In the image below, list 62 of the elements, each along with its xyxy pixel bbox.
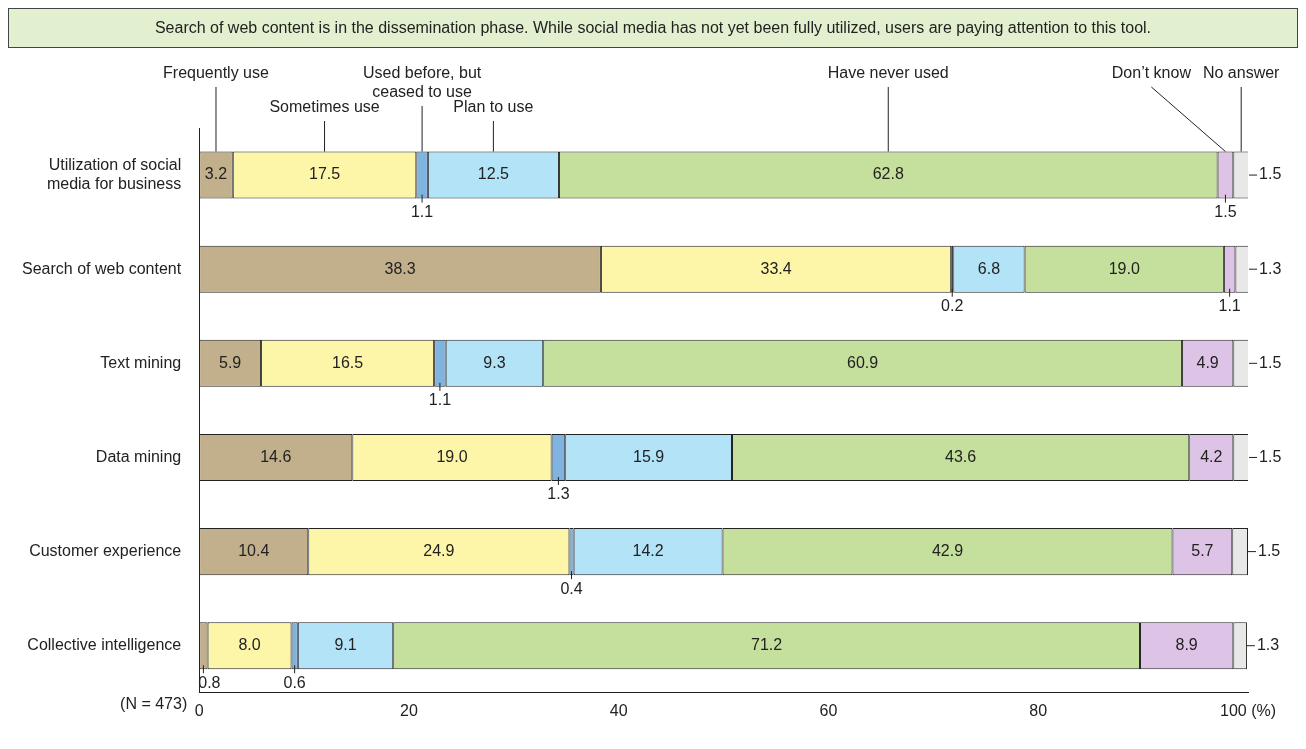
data-label: 9.3 (483, 353, 506, 371)
data-label: 15.9 (633, 447, 665, 465)
data-label: 17.5 (308, 165, 341, 183)
data-label: 0.4 (560, 579, 583, 597)
data-label: 62.8 (872, 165, 904, 183)
data-label: 71.2 (751, 636, 783, 654)
text: No answer (1202, 64, 1281, 82)
x-tick-label: 80 (1029, 701, 1048, 719)
data-label: 1.3 (1256, 636, 1280, 654)
data-label: 4.2 (1200, 447, 1223, 465)
data-label: 1.3 (547, 485, 570, 503)
y-tick-label: Text mining (100, 353, 182, 371)
data-label: 42.9 (931, 542, 964, 560)
data-label: 1.1 (428, 391, 452, 409)
text: Don’t know (1111, 64, 1192, 82)
data-label: 12.5 (477, 165, 510, 183)
data-label: 5.9 (219, 353, 242, 371)
x-tick-label: 60 (819, 701, 838, 719)
data-label: 38.3 (384, 259, 416, 277)
x-tick-label: 40 (609, 701, 628, 719)
y-tick-label: Customer experience (29, 542, 182, 560)
chart-title: Search of web content is in the dissemination phase. While social media has not yet been fully utilized, users are paying attention to this tool. (8, 8, 1298, 48)
data-label: 0.2 (941, 297, 964, 315)
data-label: 24.9 (423, 542, 455, 560)
data-label: 1.5 (1214, 203, 1237, 221)
text: (N = 473) (120, 695, 188, 713)
text: Sometimes use (269, 98, 380, 116)
data-label: 0.6 (283, 673, 306, 691)
data-label: 1.1 (410, 203, 434, 221)
y-tick-label: Data mining (95, 447, 182, 465)
text: Frequently use (163, 64, 270, 82)
data-label: 19.0 (1108, 259, 1140, 277)
data-label: 16.5 (332, 353, 364, 371)
data-label: 4.9 (1196, 353, 1219, 371)
data-label: 19.0 (436, 447, 468, 465)
data-label: 10.4 (238, 542, 270, 560)
data-label: 9.1 (334, 636, 357, 654)
data-label: 8.0 (238, 636, 261, 654)
data-label: 14.6 (260, 447, 292, 465)
data-label: 1.5 (1258, 542, 1281, 560)
data-label: 3.2 (204, 165, 228, 183)
y-tick-label: Search of web content (21, 259, 182, 277)
data-label: 60.9 (847, 353, 879, 371)
data-label: 14.2 (632, 542, 664, 560)
data-label: 33.4 (760, 259, 792, 277)
x-tick-label: 0 (194, 701, 204, 719)
text: Plan to use (453, 98, 534, 116)
data-label: 5.7 (1191, 542, 1214, 560)
data-label: 6.8 (977, 259, 1001, 277)
text: Have never used (827, 64, 949, 82)
text: Used before, but ceased to use (362, 64, 482, 101)
y-tick-label: Collective intelligence (27, 636, 182, 654)
x-tick-label: 20 (400, 701, 418, 719)
y-tick-label: Utilization of social media for business (46, 155, 182, 193)
data-label: 8.9 (1175, 636, 1198, 654)
data-label: 1.5 (1259, 353, 1282, 371)
data-label: 43.6 (945, 447, 977, 465)
data-label: 1.3 (1259, 259, 1282, 277)
data-label: 1.1 (1218, 297, 1241, 315)
data-label: 1.5 (1259, 165, 1282, 183)
data-label: 1.5 (1259, 447, 1282, 465)
x-tick-label: 100 (%) (1219, 701, 1277, 719)
